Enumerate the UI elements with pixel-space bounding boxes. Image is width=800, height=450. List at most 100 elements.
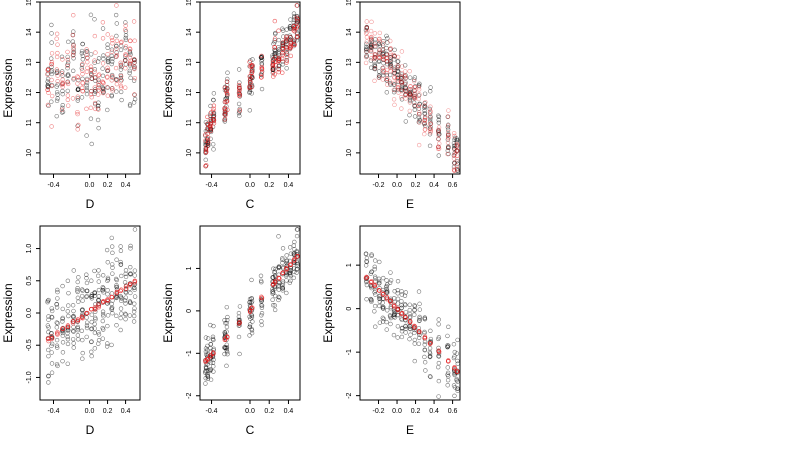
data-point bbox=[385, 290, 390, 295]
data-point bbox=[49, 99, 54, 104]
data-point bbox=[55, 296, 60, 301]
data-point bbox=[96, 82, 102, 88]
data-point bbox=[203, 381, 208, 386]
data-point bbox=[223, 320, 228, 326]
data-point bbox=[422, 131, 427, 137]
data-point bbox=[399, 289, 404, 294]
data-point bbox=[54, 31, 60, 37]
data-point bbox=[71, 268, 76, 273]
data-point bbox=[119, 39, 124, 44]
data-point bbox=[369, 47, 374, 53]
data-point bbox=[80, 356, 85, 361]
data-point bbox=[208, 128, 213, 134]
data-point bbox=[384, 59, 390, 64]
data-point bbox=[422, 329, 427, 335]
data-point bbox=[96, 294, 102, 299]
data-point bbox=[288, 53, 294, 59]
data-point bbox=[49, 56, 54, 61]
x-tick-label: 0.4 bbox=[429, 182, 439, 189]
data-point bbox=[110, 59, 115, 64]
data-point bbox=[428, 126, 433, 132]
data-point bbox=[118, 306, 124, 311]
y-tick-label: 12 bbox=[346, 89, 353, 97]
y-tick-label: 14 bbox=[186, 28, 193, 36]
data-point bbox=[249, 315, 255, 320]
data-point bbox=[407, 92, 412, 97]
data-point bbox=[76, 299, 81, 304]
data-point bbox=[276, 234, 281, 239]
data-point bbox=[205, 336, 211, 341]
data-point bbox=[127, 55, 133, 60]
x-tick-label: -0.2 bbox=[372, 182, 384, 189]
data-point bbox=[276, 265, 281, 271]
data-point bbox=[451, 342, 457, 347]
data-point bbox=[392, 57, 397, 62]
data-point bbox=[292, 29, 297, 34]
plot-frame bbox=[359, 225, 461, 401]
data-point bbox=[65, 323, 71, 328]
data-point bbox=[454, 376, 459, 382]
data-point bbox=[280, 246, 286, 251]
data-point bbox=[59, 82, 65, 87]
data-point bbox=[105, 292, 110, 297]
data-point bbox=[291, 11, 297, 16]
data-point bbox=[84, 272, 89, 277]
data-point bbox=[114, 53, 120, 58]
data-point bbox=[399, 82, 405, 88]
data-point bbox=[55, 345, 60, 350]
data-point bbox=[222, 317, 227, 323]
data-point bbox=[364, 49, 369, 54]
data-point bbox=[118, 40, 124, 45]
data-point bbox=[445, 151, 450, 157]
data-point bbox=[412, 94, 417, 100]
data-point bbox=[392, 47, 397, 53]
data-point bbox=[372, 52, 378, 57]
data-point bbox=[59, 54, 65, 60]
data-point bbox=[368, 28, 374, 34]
data-point bbox=[280, 257, 285, 262]
data-point bbox=[205, 371, 210, 377]
data-point bbox=[71, 45, 76, 50]
data-point bbox=[55, 42, 60, 47]
data-point bbox=[224, 82, 230, 88]
data-point bbox=[237, 87, 242, 93]
data-point bbox=[76, 275, 81, 280]
data-point bbox=[46, 347, 51, 353]
data-point bbox=[377, 55, 382, 60]
data-point bbox=[377, 48, 383, 53]
data-point bbox=[100, 285, 105, 290]
data-point bbox=[412, 75, 418, 80]
data-point bbox=[203, 157, 208, 163]
data-point bbox=[408, 84, 413, 89]
data-point bbox=[75, 81, 80, 86]
data-point bbox=[395, 291, 400, 296]
data-point bbox=[283, 38, 289, 44]
y-tick-label: 0 bbox=[346, 307, 353, 311]
data-point bbox=[407, 307, 412, 313]
data-point bbox=[100, 36, 106, 41]
data-point bbox=[391, 97, 397, 102]
data-point bbox=[225, 107, 230, 112]
data-point bbox=[85, 65, 90, 71]
data-point bbox=[445, 383, 450, 388]
data-point bbox=[373, 52, 378, 58]
data-point bbox=[412, 77, 417, 82]
y-tick-label: 15 bbox=[346, 0, 353, 6]
data-point bbox=[249, 84, 255, 90]
data-point bbox=[127, 271, 133, 277]
data-point bbox=[95, 82, 101, 87]
data-point bbox=[417, 92, 422, 97]
data-point bbox=[55, 73, 60, 78]
data-point bbox=[92, 69, 97, 74]
data-point bbox=[372, 65, 378, 71]
data-point bbox=[123, 66, 128, 71]
data-point bbox=[84, 315, 89, 320]
data-point bbox=[127, 63, 133, 68]
data-point bbox=[92, 290, 97, 296]
y-tick-label: -2 bbox=[186, 393, 193, 399]
data-point bbox=[403, 290, 408, 295]
data-point bbox=[395, 84, 401, 90]
data-point bbox=[291, 275, 296, 281]
data-point bbox=[60, 73, 65, 78]
y-tick-label: 15 bbox=[186, 0, 193, 6]
